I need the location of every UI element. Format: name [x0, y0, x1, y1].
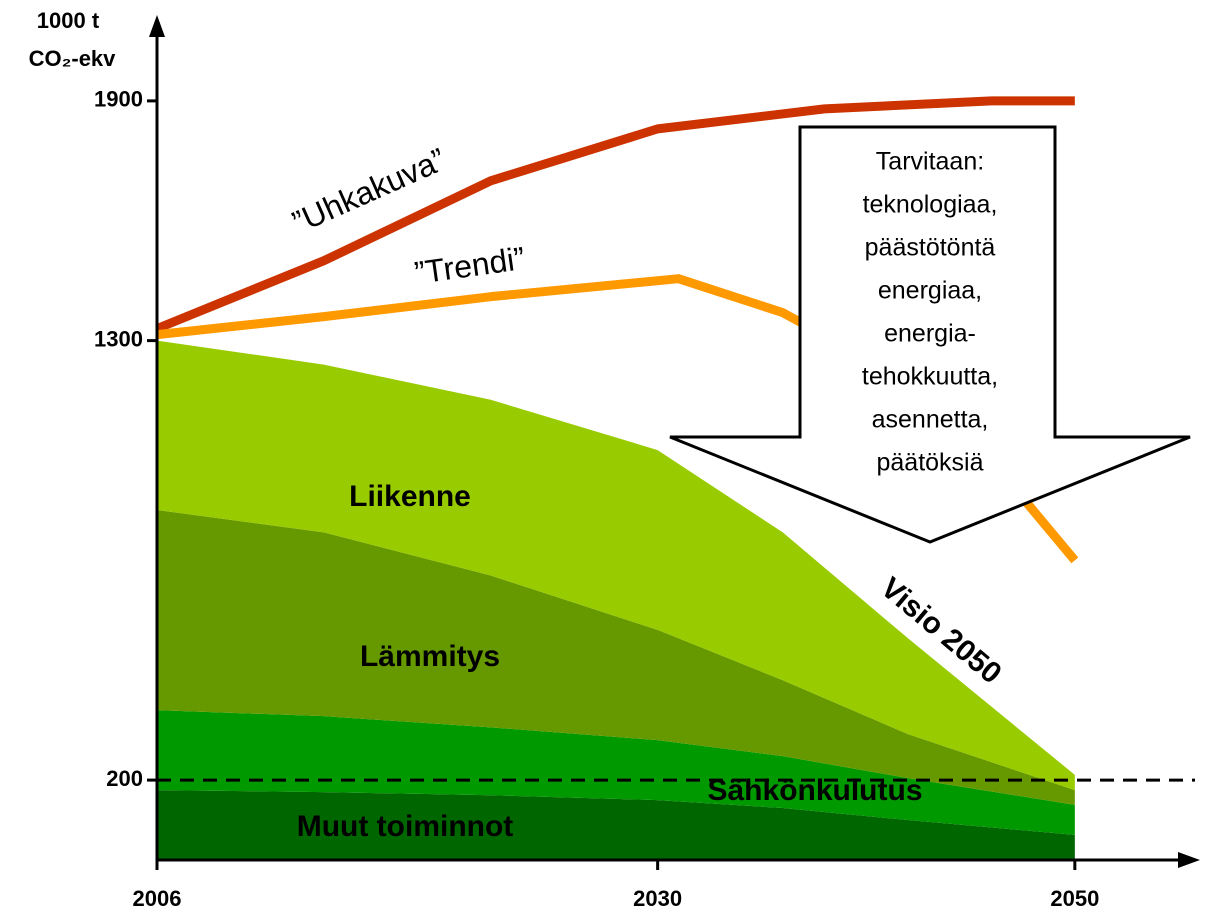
arrow-text: päästötöntä: [865, 234, 996, 262]
x-tick-label: 2050: [1050, 886, 1099, 911]
area: [157, 710, 1075, 835]
area: [157, 510, 1075, 805]
y-tick-label: 1300: [94, 326, 143, 351]
arrow-text: tehokkuutta,: [862, 363, 998, 391]
arrow-box: [669, 125, 1191, 544]
area-label: Liikenne: [349, 480, 471, 513]
area-label: Lämmitys: [360, 640, 500, 673]
area: [157, 790, 1075, 860]
area-label: Sähkönkulutus: [707, 774, 922, 807]
x-axis-arrow: [1178, 852, 1200, 868]
arrow-text: asennetta,: [872, 406, 989, 434]
x-tick-label: 2030: [633, 886, 682, 911]
line-label: ”Uhkakuva”: [287, 141, 451, 240]
arrow-text: energiaa,: [878, 277, 982, 305]
line-label: ”Trendi”: [412, 240, 527, 291]
y-axis-label: CO₂-ekv: [29, 46, 117, 71]
y-axis-arrow: [149, 15, 165, 37]
line: [155, 96, 1075, 333]
arrow-text: teknologiaa,: [863, 191, 998, 219]
x-tick-label: 2006: [133, 886, 182, 911]
area-label: Muut toiminnot: [297, 810, 514, 843]
arrow-text: päätöksiä: [876, 449, 983, 477]
y-tick-label: 200: [106, 766, 143, 791]
areas: [157, 340, 1075, 860]
y-tick-label: 1900: [94, 87, 143, 112]
area: [157, 340, 1075, 791]
arrow-text: Tarvitaan:: [876, 148, 984, 176]
y-axis-label: 1000 t: [37, 8, 100, 33]
arrow-text: energia-: [884, 320, 976, 348]
